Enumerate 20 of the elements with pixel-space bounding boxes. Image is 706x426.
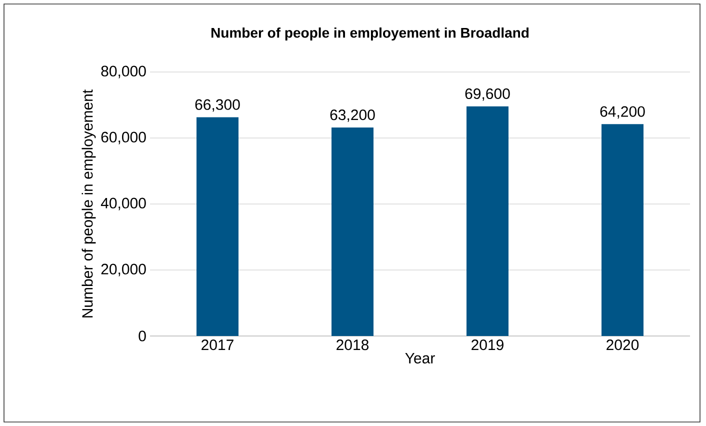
x-tick-label: 2018 [336, 340, 369, 350]
data-label: 64,200 [600, 106, 645, 119]
bar [196, 117, 238, 336]
x-axis-title: Year [405, 353, 435, 364]
y-tick-label: 60,000 [101, 132, 146, 144]
data-label: 69,600 [465, 88, 510, 101]
x-tick-label: 2017 [202, 340, 234, 350]
data-label: 66,300 [195, 99, 240, 112]
y-tick-label: 20,000 [101, 264, 146, 276]
x-tick-label: 2019 [472, 340, 504, 350]
bar [332, 127, 374, 336]
bar [466, 106, 508, 336]
data-label: 63,200 [330, 110, 375, 122]
y-axis-title: Number of people in employement [82, 90, 96, 318]
chart-title: Number of people in employement in Broadland [211, 27, 529, 41]
bar [602, 124, 644, 336]
y-tick-label: 80,000 [101, 66, 146, 78]
y-tick-label: 40,000 [100, 198, 146, 210]
x-tick-label: 2020 [606, 340, 639, 350]
y-tick-label: 0 [138, 330, 146, 342]
